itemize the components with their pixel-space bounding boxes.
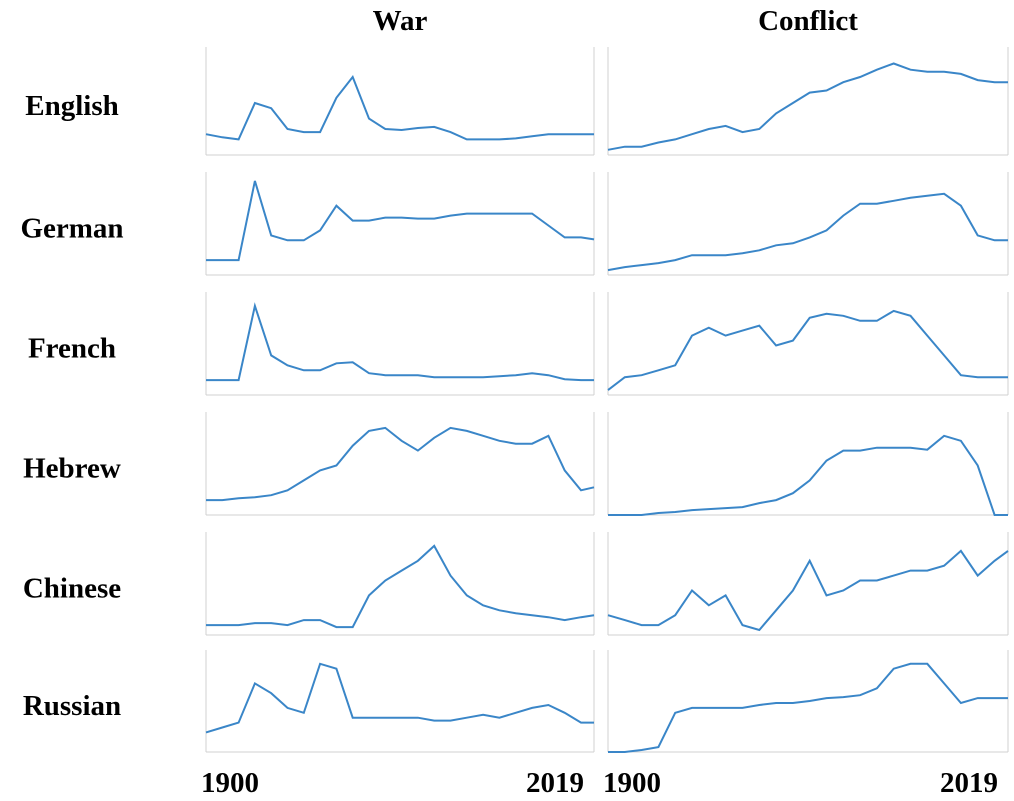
line (607, 309, 1008, 391)
line (607, 192, 1008, 272)
line (608, 662, 1008, 753)
row-label: German (20, 213, 123, 245)
column-title: War (373, 5, 428, 37)
x-axis-label: 2019 (526, 767, 584, 799)
line (206, 180, 595, 262)
line (206, 302, 594, 382)
row-label: English (25, 90, 119, 122)
x-axis-label: 1900 (201, 767, 259, 799)
column-title: Conflict (758, 5, 858, 37)
line (607, 62, 1008, 151)
line (607, 549, 1009, 632)
row-label: Hebrew (23, 453, 121, 485)
row-label: Chinese (23, 573, 121, 605)
x-axis-label: 1900 (603, 767, 661, 799)
line (608, 434, 1008, 516)
x-axis-label: 2019 (940, 767, 998, 799)
row-label: Russian (23, 690, 121, 722)
row-label: French (28, 333, 116, 365)
line (205, 662, 594, 734)
line (206, 426, 595, 502)
line (205, 75, 594, 141)
line (206, 544, 595, 629)
